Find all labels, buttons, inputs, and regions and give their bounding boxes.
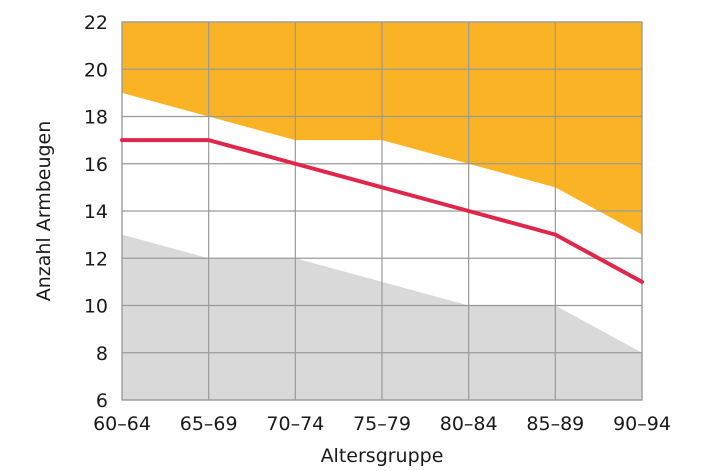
y-tick-label: 6 xyxy=(96,390,108,412)
y-tick-label: 20 xyxy=(84,59,108,81)
plot-frame xyxy=(121,21,643,401)
x-tick-label: 80–84 xyxy=(440,413,498,435)
y-tick-label: 18 xyxy=(84,107,108,129)
y-tick-label: 14 xyxy=(84,201,108,223)
x-tick-labels: 60–64 65–69 70–74 75–79 80–84 85–89 90–94 xyxy=(93,413,671,435)
y-tick-label: 10 xyxy=(84,296,108,318)
x-tick-label: 65–69 xyxy=(180,413,238,435)
y-tick-label: 16 xyxy=(84,154,108,176)
x-tick-label: 75–79 xyxy=(353,413,411,435)
y-tick-label: 22 xyxy=(84,12,108,34)
x-tick-label: 60–64 xyxy=(93,413,151,435)
line-layer xyxy=(120,138,644,284)
x-tick-label: 90–94 xyxy=(613,413,671,435)
x-axis-title: Altersgruppe xyxy=(321,445,444,467)
y-tick-labels: 6 8 10 12 14 16 18 20 22 xyxy=(84,12,108,412)
grid-layer xyxy=(121,21,643,401)
x-tick-label: 70–74 xyxy=(266,413,324,435)
y-axis-title: Anzahl Armbeugen xyxy=(33,121,55,302)
y-tick-label: 12 xyxy=(84,248,108,270)
y-tick-label: 8 xyxy=(96,343,108,365)
x-tick-label: 85–89 xyxy=(526,413,584,435)
